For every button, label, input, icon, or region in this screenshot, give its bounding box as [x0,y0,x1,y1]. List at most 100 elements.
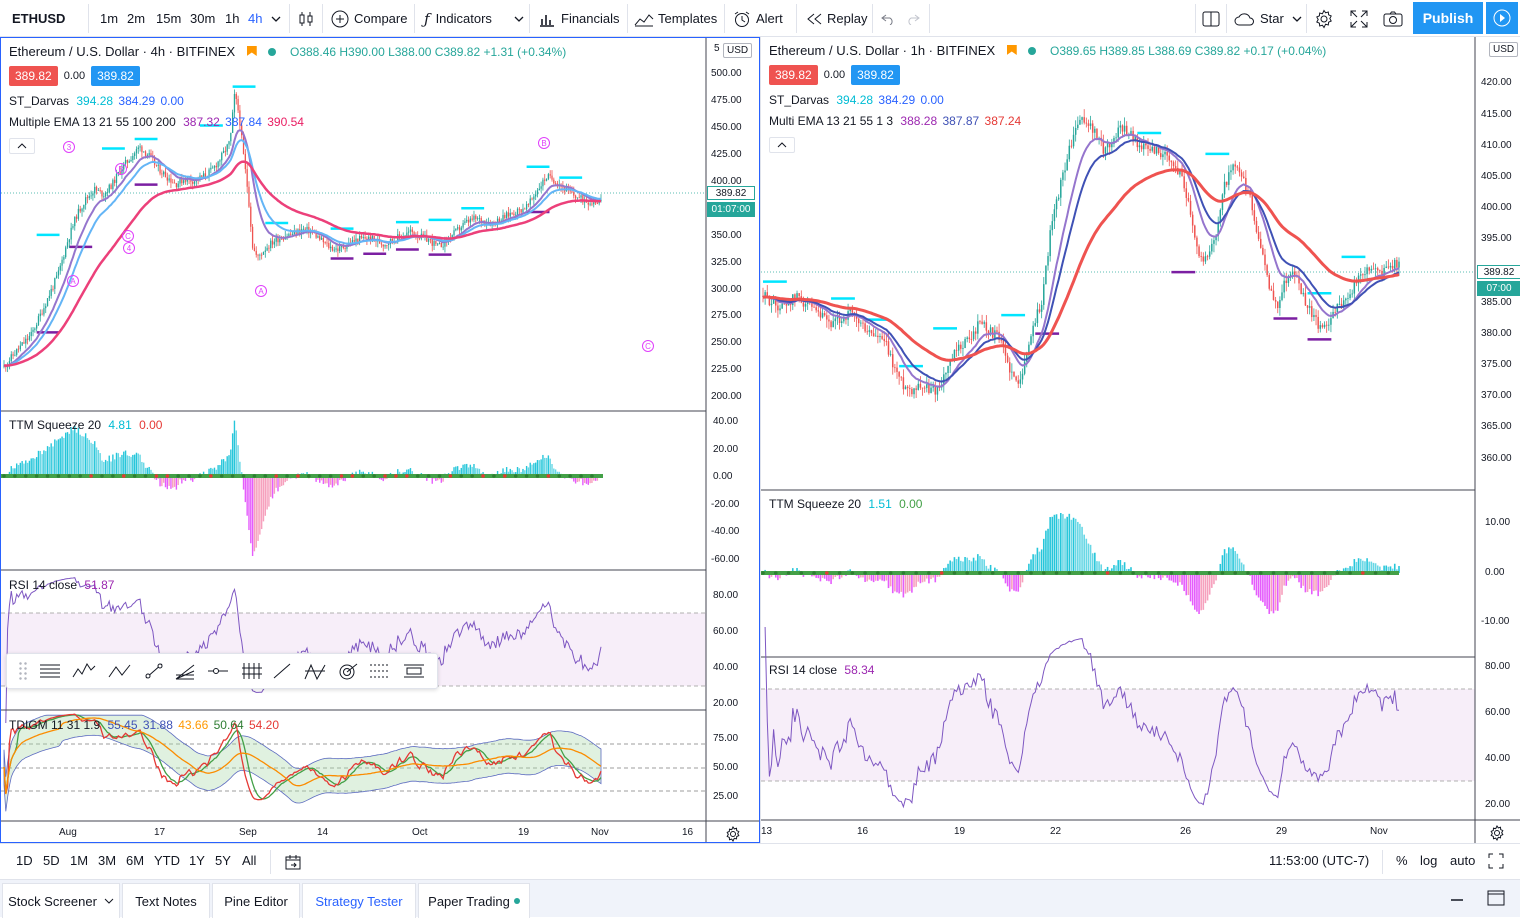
pattern-icon[interactable] [303,661,327,681]
squeeze-bar [255,476,257,548]
currency-label[interactable]: USD [723,43,753,58]
legend-ema[interactable]: Multiple EMA 13 21 55 100 200 387.32 387… [9,115,304,129]
financials-button[interactable]: Financials [538,0,620,37]
legend-rsi[interactable]: RSI 14 close 51.87 [9,578,114,592]
interval-2m[interactable]: 2m [127,0,145,37]
chart-settings-button[interactable] [1489,825,1505,843]
collapse-legend-button[interactable] [9,138,35,154]
ask-price[interactable]: 389.82 [851,65,900,85]
bid-price[interactable]: 389.82 [769,65,818,85]
log-scale-toggle[interactable]: log [1420,853,1438,868]
ohlc-values: O389.65 H389.85 L388.69 C389.82 +0.17 (+… [1050,44,1327,58]
horizontal-ray-icon[interactable] [206,661,230,681]
undo-button[interactable] [881,0,895,37]
drawing-favorites-toolbar[interactable] [6,653,438,689]
squeeze-dot [328,474,333,478]
legend-title[interactable]: Ethereum / U.S. Dollar · 1h · BITFINEX O… [769,43,1326,58]
candle-body [215,165,217,168]
fib-fan-icon[interactable] [174,661,196,681]
replay-button[interactable]: Replay [806,0,867,37]
cloud-save-button[interactable]: Star [1234,0,1284,37]
goto-date-button[interactable] [285,854,301,873]
interval-1h[interactable]: 1h [225,0,239,37]
chart-pane-1h[interactable]: Ethereum / U.S. Dollar · 1h · BITFINEX O… [760,37,1520,843]
range-1y-button[interactable]: 1Y [189,853,205,868]
chart-type-button[interactable] [297,0,315,37]
maximize-panel-button[interactable] [1487,890,1505,909]
candle-body [1068,145,1071,160]
abc-pattern-icon[interactable] [107,661,133,681]
interval-4h[interactable]: 4h [248,0,262,37]
chart-canvas-1h[interactable] [761,37,1520,843]
indicators-dropdown[interactable] [514,0,524,37]
percent-scale-toggle[interactable]: % [1396,853,1408,868]
fib-spiral-icon[interactable] [337,661,359,681]
legend-rsi[interactable]: RSI 14 close 58.34 [769,663,874,677]
interval-30m[interactable]: 30m [190,0,215,37]
layout-button[interactable] [1202,0,1220,37]
legend-squeeze[interactable]: TTM Squeeze 20 4.81 0.00 [9,418,162,432]
ray-icon[interactable] [271,661,293,681]
publish-menu-button[interactable] [1486,2,1518,34]
settings-button[interactable] [1314,0,1334,37]
horizontal-lines-icon[interactable] [38,661,62,681]
candle-body [1077,124,1079,129]
ask-price[interactable]: 389.82 [91,66,140,86]
interval-dropdown-button[interactable] [271,0,281,37]
range-5d-button[interactable]: 5D [43,853,60,868]
clock-timezone-button[interactable]: 11:53:00 (UTC-7) [1269,853,1370,868]
tab-stock-screener[interactable]: Stock Screener [2,883,120,918]
fullscreen-button[interactable] [1350,0,1368,37]
candle-body [1294,271,1296,276]
tab-pine-editor[interactable]: Pine Editor [212,883,300,918]
indicators-button[interactable]: ƒ Indicators [424,0,492,37]
bid-price[interactable]: 389.82 [9,66,58,86]
drag-handle-icon[interactable] [17,661,28,681]
range-ytd-button[interactable]: YTD [154,853,180,868]
layout-dropdown[interactable] [1292,0,1302,37]
legend-squeeze[interactable]: TTM Squeeze 20 1.51 0.00 [769,497,922,511]
redo-button[interactable] [906,0,920,37]
candle-body [1217,222,1219,236]
alert-button[interactable]: Alert [733,0,783,37]
legend-darvas[interactable]: ST_Darvas 394.28 384.29 0.00 [9,94,184,108]
range-1m-button[interactable]: 1M [70,853,89,868]
maximize-chart-button[interactable] [1488,853,1504,872]
range-all-button[interactable]: All [242,853,257,868]
range-1d-button[interactable]: 1D [16,853,33,868]
range-6m-button[interactable]: 6M [126,853,145,868]
symbol-search[interactable]: ETHUSD [12,0,65,37]
templates-button[interactable]: Templates [634,0,717,37]
candle-body [1151,146,1154,151]
trend-line-icon[interactable] [143,661,165,681]
tab-strategy-tester[interactable]: Strategy Tester [302,883,416,918]
collapse-panel-button[interactable] [1450,893,1464,908]
parallel-channel-icon[interactable] [240,661,262,681]
interval-1m[interactable]: 1m [100,0,118,37]
auto-scale-toggle[interactable]: auto [1450,853,1476,868]
projection-icon[interactable] [368,661,392,681]
squeeze-bar [1257,573,1260,598]
publish-button[interactable]: Publish [1413,2,1483,34]
currency-label[interactable]: USD [1489,42,1519,57]
elliott-wave-icon[interactable] [71,661,97,681]
compare-button[interactable]: Compare [331,0,407,37]
date-range-icon[interactable] [402,661,426,681]
legend-darvas[interactable]: ST_Darvas 394.28 384.29 0.00 [769,93,944,107]
collapse-legend-button[interactable] [769,137,795,153]
candle-body [1185,188,1188,198]
interval-15m[interactable]: 15m [156,0,181,37]
legend-ema[interactable]: Multi EMA 13 21 55 1 3 388.28 387.87 387… [769,114,1021,128]
chart-settings-button[interactable] [725,826,741,842]
legend-title[interactable]: Ethereum / U.S. Dollar · 4h · BITFINEX O… [9,44,566,59]
candle-body [1313,315,1315,318]
tab-text-notes[interactable]: Text Notes [122,883,210,918]
legend-tdi[interactable]: TDIGM 11 31 1.9 55.45 31.88 43.66 50.64 … [9,718,279,732]
snapshot-button[interactable] [1383,0,1403,37]
tab-paper-trading[interactable]: Paper Trading [418,883,530,918]
range-3m-button[interactable]: 3M [98,853,117,868]
squeeze-bar [161,476,163,487]
range-5y-button[interactable]: 5Y [215,853,231,868]
candle-body [1153,146,1156,154]
